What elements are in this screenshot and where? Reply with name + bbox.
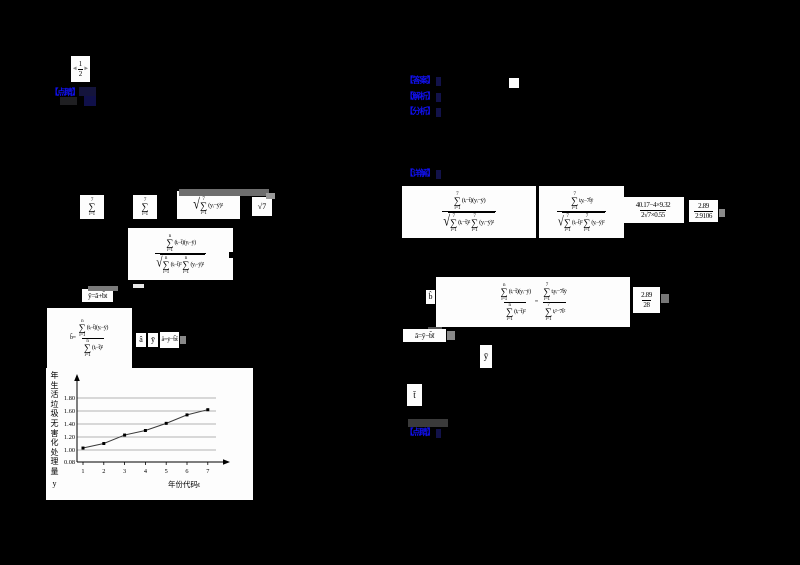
- dim-text-artifact: [84, 96, 96, 106]
- sum-symbol: 7 ∑ i=1: [563, 213, 571, 233]
- sum-symbol: n ∑ i=1: [162, 255, 170, 275]
- sum-symbol: 7 ∑ i=1: [544, 302, 552, 322]
- gray-artifact: [133, 284, 144, 288]
- equation-bhat-result[interactable]: 2.89 28: [633, 287, 660, 313]
- equation-tbar-symbol[interactable]: t̄: [407, 384, 422, 406]
- svg-text:6: 6: [185, 468, 188, 475]
- dim-text-artifact: [436, 108, 441, 117]
- section-label-fenxi: 【分析】: [405, 106, 435, 116]
- gray-artifact: [719, 209, 725, 217]
- equation-ybar-chip[interactable]: ȳ: [148, 333, 158, 347]
- svg-text:1.80: 1.80: [64, 395, 75, 402]
- section-label-jiexi: 【解析】: [405, 91, 435, 101]
- dim-text-artifact: [436, 429, 441, 438]
- sum-symbol: 7 ∑ i=1: [470, 213, 479, 233]
- sum-symbol: n ∑ i=1: [506, 302, 514, 322]
- sum-symbol: 7 ∑ i=1: [199, 196, 208, 216]
- dim-text-artifact: [60, 97, 77, 105]
- sum-symbol: 7 ∑ i=1: [141, 197, 149, 217]
- section-label-dianjing: 【点睛】: [405, 427, 435, 437]
- svg-text:1.60: 1.60: [64, 408, 75, 415]
- gray-redaction-bar: [88, 286, 118, 291]
- equation-answer-fraction[interactable]: ◄ 1 2 ►: [71, 56, 90, 82]
- equation-ahat-evaluation[interactable]: â=ȳ−b̂t̄: [403, 329, 446, 342]
- dim-text-artifact: [408, 419, 448, 427]
- selection-left-arrow-icon[interactable]: ◄: [71, 66, 78, 72]
- section-label-left: 【点睛】: [50, 87, 80, 97]
- svg-text:年份代码t: 年份代码t: [168, 479, 201, 489]
- section-label-xiangjie: 【详解】: [405, 168, 435, 178]
- equation-bhat-evaluation[interactable]: n ∑ i=1 (tᵢ−t̄)(yᵢ−ȳ) n ∑ i=1 (tᵢ−t̄)² =…: [436, 277, 630, 327]
- selection-handle[interactable]: [229, 252, 234, 258]
- gray-artifact: [447, 331, 455, 340]
- sum-symbol: 7 ∑ i=1: [543, 282, 551, 302]
- sum-symbol: 7 ∑ i=1: [583, 213, 591, 233]
- gray-artifact: [266, 193, 275, 199]
- dim-text-artifact: [436, 170, 441, 179]
- dim-text-artifact: [436, 77, 441, 86]
- sum-symbol: 7 ∑ i=1: [449, 213, 458, 233]
- equation-sqrt-7[interactable]: √7: [252, 197, 272, 216]
- equation-bhat-symbol[interactable]: b̂: [426, 290, 435, 304]
- gray-artifact: [180, 336, 186, 344]
- equation-regression-model[interactable]: ŷ=â+b̂t: [82, 289, 113, 302]
- equation-bhat-formula[interactable]: b̂= n ∑ i=1 (tᵢ−t̄)(yᵢ−ȳ) n ∑ i=1 (tᵢ−t̄…: [47, 308, 132, 368]
- equation-bt-chip[interactable]: â=ȳ−b̂t̄: [160, 332, 179, 348]
- equation-sum-yi[interactable]: 7 ∑ i=1: [80, 195, 104, 219]
- sum-symbol: 7 ∑ i=1: [453, 191, 461, 211]
- svg-text:1: 1: [81, 468, 84, 475]
- line-chart[interactable]: 1.80 1.60 1.40 1.20 1.00 0.08 1 2 3 4 5 6 7 年份代码t: [46, 368, 253, 500]
- svg-text:2: 2: [102, 468, 105, 475]
- sum-symbol: n ∑ i=1: [500, 282, 508, 302]
- dim-text-artifact: [436, 93, 441, 102]
- dim-text-artifact: [79, 87, 96, 96]
- inline-blank-object[interactable]: [509, 78, 519, 88]
- svg-text:7: 7: [206, 468, 209, 475]
- radical: √ 7 ∑ i=1 (yᵢ−ȳ)²: [193, 194, 224, 216]
- svg-text:1.00: 1.00: [64, 447, 75, 454]
- svg-text:3: 3: [123, 468, 126, 475]
- svg-text:1.20: 1.20: [64, 434, 75, 441]
- gray-redaction-bar: [179, 189, 269, 196]
- svg-text:4: 4: [144, 468, 148, 475]
- equation-sum-tiyi[interactable]: 7 ∑ i=1: [133, 195, 157, 219]
- sum-symbol: 7 ∑ i=1: [88, 197, 96, 217]
- sum-symbol: 7 ∑ i=1: [570, 191, 579, 211]
- sum-symbol: n ∑ i=1: [83, 338, 92, 358]
- sum-symbol: n ∑ i=1: [182, 255, 190, 275]
- equation-ybar-symbol[interactable]: ȳ: [480, 345, 492, 368]
- equation-ahat-chip[interactable]: b̂â: [136, 333, 146, 347]
- equation-r-eval-definition[interactable]: 7 ∑ i=1 (tᵢ−t̄)(yᵢ−ȳ) √ 7 ∑ i=1 (tᵢ−t̄)²: [402, 186, 536, 238]
- selection-right-arrow-icon[interactable]: ►: [83, 66, 90, 72]
- section-label-answer: 【答案】: [405, 75, 435, 85]
- svg-text:0.08: 0.08: [64, 459, 75, 466]
- equation-r-eval-numeric[interactable]: 40.17−4×9.32 2√7×0.55: [622, 197, 684, 223]
- sum-symbol: n ∑ i=1: [166, 233, 174, 253]
- svg-text:5: 5: [165, 468, 168, 475]
- equation-r-eval-result[interactable]: 2.89 2.9106: [689, 200, 718, 222]
- svg-text:1.40: 1.40: [64, 421, 75, 428]
- gray-artifact: [661, 294, 669, 303]
- fraction-one-half: 1 2: [77, 60, 84, 78]
- equation-r-eval-expanded[interactable]: 7 ∑ i=1 tᵢyᵢ−7t̄ȳ √ 7 ∑ i=1 (tᵢ−t̄)²: [539, 186, 624, 238]
- sum-symbol: n ∑ i=1: [78, 318, 86, 338]
- equation-correlation-formula[interactable]: n ∑ i=1 (tᵢ−t̄)(yᵢ−ȳ) √ n ∑ i=1 (tᵢ−t̄)²: [128, 228, 234, 280]
